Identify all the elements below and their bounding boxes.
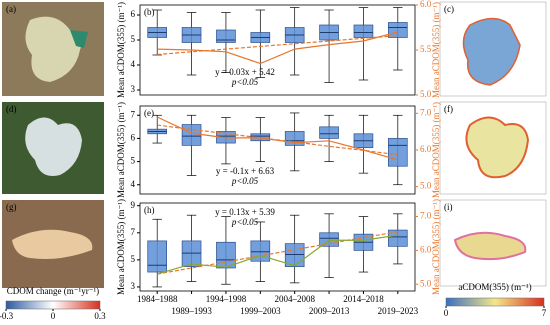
box [181, 124, 202, 146]
panel-label: (e) [144, 108, 154, 118]
panel-label: (c) [444, 4, 454, 14]
y2-tick-label: 6.0 [420, 144, 432, 154]
y-tick-label: 7 [131, 227, 136, 237]
mean-line [157, 31, 398, 65]
y-tick-label: 6 [131, 132, 136, 142]
x-tick-label: 1994–1998 [206, 294, 247, 304]
box [388, 229, 408, 247]
panel-label: (d) [6, 104, 17, 114]
plot-frame [139, 202, 416, 292]
y-tick-label: 5 [131, 254, 136, 264]
y2-tick-label: 6.0 [420, 0, 432, 9]
lake [12, 229, 93, 259]
y-axis-label: Mean aCDOM(355) (m⁻¹) [116, 102, 126, 198]
y-tick-label: 7 [131, 109, 136, 119]
box [388, 138, 408, 167]
y-tick-label: 3 [131, 84, 136, 94]
y2-axis-label: Mean aCDOM(355) (m⁻¹) [431, 199, 441, 295]
plot-frame [139, 105, 416, 195]
box [216, 29, 236, 43]
satellite-images [2, 1, 547, 288]
y2-tick-label: 5.0 [420, 278, 432, 288]
panel-label: (h) [144, 205, 155, 215]
colorbar-tick-label: 0 [51, 311, 56, 321]
equation: y = -0.1x + 6.63 [216, 166, 275, 176]
x-tick-label: 1999–2003 [240, 306, 281, 316]
y-tick-label: 9 [131, 200, 136, 210]
y-tick-label: 5 [131, 156, 136, 166]
trend-line [157, 231, 398, 275]
lake [25, 117, 82, 176]
panel-label: (b) [144, 7, 155, 17]
y-tick-label: 6 [131, 9, 136, 19]
panel-label: (f) [444, 104, 453, 114]
y2-tick-label: 5.5 [420, 44, 432, 54]
significance: p<0.05 [231, 217, 259, 227]
y2-axis-label: Mean aCDOM(355) (m⁻¹) [431, 102, 441, 198]
x-tick-label: 2019–2023 [378, 306, 419, 316]
y2-tick-label: 7.0 [420, 211, 432, 221]
colorbar-title: CDOM change (m⁻¹yr⁻¹) [7, 286, 99, 296]
colorbar-title: aCDOM(355) (m⁻¹) [458, 282, 531, 292]
significance: p<0.05 [231, 176, 259, 186]
equation: y = 0.03x + 5.42 [215, 67, 275, 77]
y2-tick-label: 7.0 [420, 107, 432, 117]
colorbar-tick-label: 0.3 [94, 311, 106, 321]
y2-tick-label: 5.0 [420, 89, 432, 99]
trend-line [157, 35, 398, 56]
box [181, 240, 202, 267]
y-tick-label: 4 [131, 179, 136, 189]
lake [453, 231, 527, 261]
lake [465, 116, 530, 179]
significance: p<0.05 [231, 77, 259, 87]
colorbar-tick-label: 7 [542, 308, 547, 318]
lake [25, 16, 85, 83]
x-tick-label: 1984–1988 [137, 294, 178, 304]
x-tick-label: 2014–2018 [343, 294, 384, 304]
lake [462, 17, 521, 86]
box [250, 240, 271, 262]
panel-label: (a) [6, 4, 16, 14]
colorbar [5, 300, 101, 310]
y2-axis-label: Mean aCDOM(355) (m⁻¹) [431, 2, 441, 98]
y2-tick-label: 6.0 [420, 244, 432, 254]
box [216, 131, 236, 144]
box [319, 232, 339, 247]
equation: y = 0.13x + 5.39 [215, 207, 275, 217]
y2-tick-label: 5.0 [420, 181, 432, 191]
y-tick-label: 4 [131, 59, 136, 69]
y-tick-label: 3 [131, 281, 136, 291]
x-tick-label: 2009–2013 [309, 306, 350, 316]
box [250, 133, 271, 142]
colorbar [445, 297, 545, 307]
box [353, 24, 374, 38]
y-axis-label: Mean aCDOM(355) (m⁻¹) [116, 199, 126, 295]
box [319, 126, 339, 139]
mean-line [157, 234, 398, 275]
panel-label: (g) [6, 202, 17, 212]
colorbar-tick-label: -0.3 [0, 311, 14, 321]
box [216, 241, 236, 269]
box [388, 22, 408, 38]
x-tick-label: 2004–2008 [274, 294, 315, 304]
panel-label: (i) [444, 202, 453, 212]
x-tick-label: 1989–1993 [171, 306, 212, 316]
lake [70, 30, 88, 48]
box [147, 240, 167, 273]
mean-line [156, 116, 398, 161]
y-axis-label: Mean aCDOM(355) (m⁻¹) [116, 2, 126, 98]
colorbar-tick-label: 0 [444, 308, 449, 318]
y-tick-label: 5 [131, 34, 136, 44]
